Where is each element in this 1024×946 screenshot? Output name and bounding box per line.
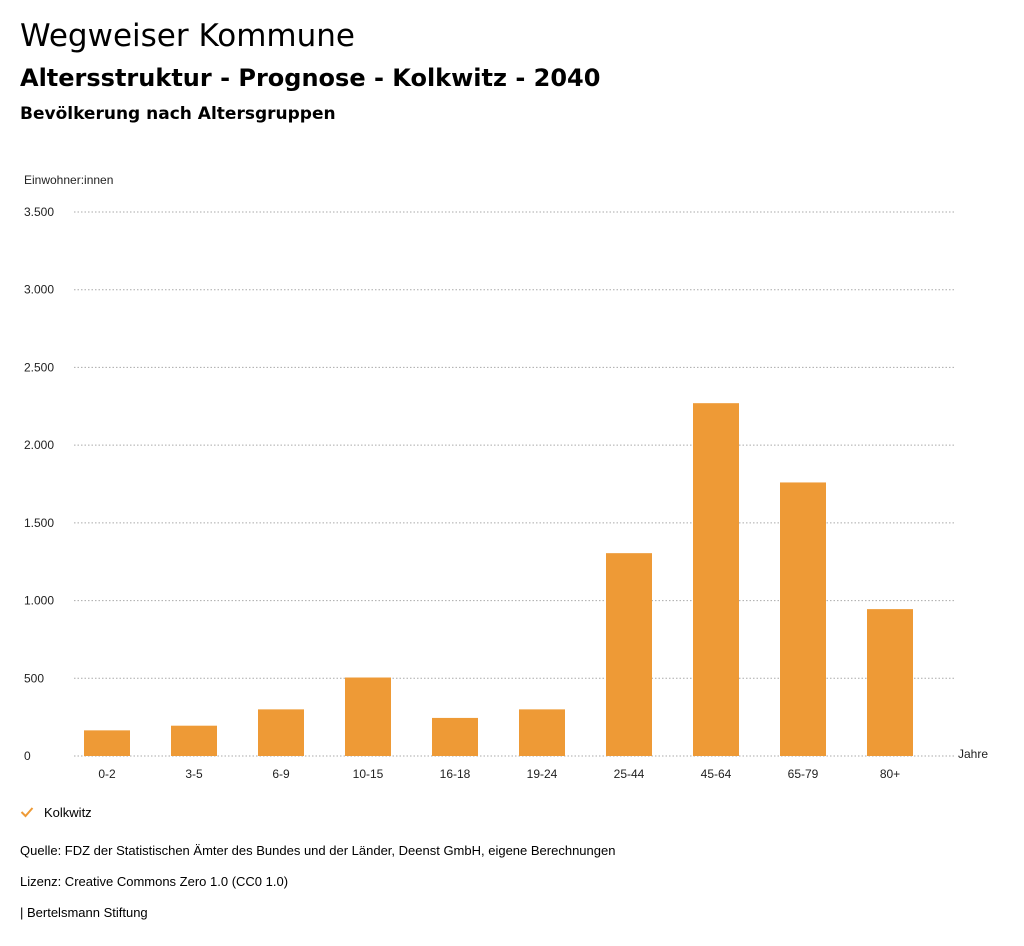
bar-19-24[interactable] [519,709,565,756]
page-title: Wegweiser Kommune [20,18,355,54]
x-axis-ticks: 0-2 3-5 6-9 10-15 16-18 19-24 25-44 45-64 65-79 8… [98,767,900,781]
bar-10-15[interactable] [345,677,391,756]
bar-chart: Einwohner:innen 0 500 1.000 1.500 2.000 2.500… [24,173,988,781]
bar-6-9[interactable] [258,709,304,756]
chart-section-title: Bevölkerung nach Altersgruppen [20,104,336,124]
x-axis-label: Jahre [958,747,988,761]
x-tick-label: 45-64 [701,767,732,781]
y-axis-ticks: 0 500 1.000 1.500 2.000 2.500 3.000 3.500 [24,205,54,763]
y-tick-label: 1.000 [24,594,54,608]
bar-80+[interactable] [867,609,913,756]
y-tick-label: 500 [24,671,44,685]
bar-45-64[interactable] [693,403,739,756]
license-note: Lizenz: Creative Commons Zero 1.0 (CC0 1… [20,874,289,889]
bar-3-5[interactable] [171,725,217,756]
y-tick-label: 3.000 [24,283,54,297]
x-tick-label: 10-15 [353,767,384,781]
y-tick-label: 0 [24,749,31,763]
bar-65-79[interactable] [780,482,826,756]
bar-0-2[interactable] [84,730,130,756]
source-note: Quelle: FDZ der Statistischen Ämter des … [20,843,616,858]
bar-16-18[interactable] [432,717,478,756]
bars [84,403,913,756]
chart-subtitle: Altersstruktur - Prognose - Kolkwitz - 2… [20,64,601,92]
checkmark-icon [20,807,34,818]
y-tick-label: 2.500 [24,360,54,374]
x-tick-label: 65-79 [788,767,819,781]
x-tick-label: 0-2 [98,767,116,781]
x-tick-label: 80+ [880,767,900,781]
y-tick-label: 1.500 [24,516,54,530]
legend-label: Kolkwitz [44,804,92,820]
x-tick-label: 25-44 [614,767,645,781]
brand-note: | Bertelsmann Stiftung [20,905,148,920]
y-tick-label: 3.500 [24,205,54,219]
legend-item-kolkwitz[interactable]: Kolkwitz [20,803,92,821]
y-axis-label: Einwohner:innen [24,173,113,187]
x-tick-label: 16-18 [440,767,471,781]
x-tick-label: 6-9 [272,767,290,781]
y-tick-label: 2.000 [24,438,54,452]
x-tick-label: 3-5 [185,767,203,781]
bar-25-44[interactable] [606,553,652,756]
x-tick-label: 19-24 [527,767,558,781]
